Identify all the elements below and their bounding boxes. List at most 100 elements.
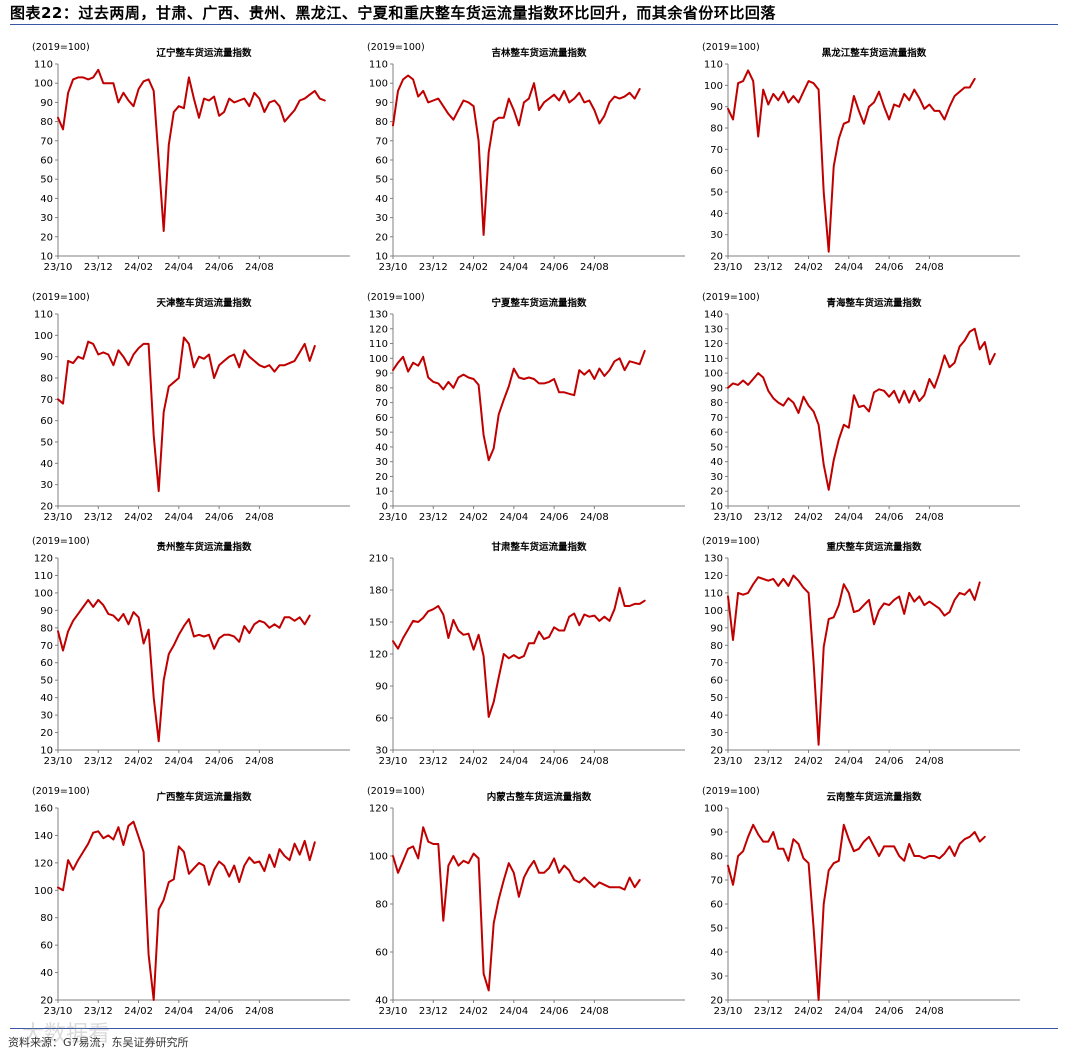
y-axis-unit-label: (2019=100) bbox=[702, 292, 760, 303]
y-tick-label: 70 bbox=[710, 876, 723, 887]
y-tick-label: 40 bbox=[710, 711, 723, 722]
y-tick-label: 20 bbox=[375, 472, 388, 483]
y-tick-label: 100 bbox=[34, 588, 53, 599]
y-tick-label: 20 bbox=[40, 502, 53, 513]
chart-svg: 重庆整车货运流量指数 (2019=100) 20 30 40 50 60 70 80 90 100 1… bbox=[702, 536, 1020, 767]
y-tick-label: 30 bbox=[40, 711, 53, 722]
y-tick-label: 70 bbox=[710, 658, 723, 669]
source-note: 资料来源：G7易流，东吴证券研究所 bbox=[8, 1036, 189, 1049]
x-tick-label: 24/04 bbox=[834, 262, 863, 273]
y-tick-label: 60 bbox=[375, 156, 388, 167]
y-tick-label: 110 bbox=[704, 588, 723, 599]
y-tick-label: 110 bbox=[369, 60, 388, 71]
x-tick-label: 23/12 bbox=[84, 262, 113, 273]
y-tick-label: 40 bbox=[40, 459, 53, 470]
y-tick-label: 80 bbox=[710, 124, 723, 135]
chart-title: 重庆整车货运流量指数 bbox=[826, 541, 922, 553]
top-rule bbox=[10, 24, 1058, 25]
x-tick-label: 23/12 bbox=[754, 262, 783, 273]
y-tick-label: 100 bbox=[369, 852, 388, 863]
x-tick-label: 24/06 bbox=[540, 756, 569, 767]
y-tick-label: 80 bbox=[375, 383, 388, 394]
series-line bbox=[727, 823, 986, 1001]
x-tick-label: 24/06 bbox=[875, 1006, 904, 1017]
y-axis-unit-label: (2019=100) bbox=[32, 786, 90, 797]
chart-title: 宁夏整车货运流量指数 bbox=[491, 297, 587, 309]
y-axis-unit-label: (2019=100) bbox=[702, 42, 760, 53]
y-tick-label: 10 bbox=[40, 746, 53, 757]
y-tick-label: 130 bbox=[704, 554, 723, 565]
y-tick-label: 80 bbox=[40, 374, 53, 385]
x-tick-label: 24/08 bbox=[915, 756, 944, 767]
y-tick-label: 100 bbox=[704, 81, 723, 92]
x-tick-label: 23/10 bbox=[44, 756, 73, 767]
y-tick-label: 60 bbox=[710, 676, 723, 687]
y-tick-label: 90 bbox=[40, 606, 53, 617]
y-tick-label: 110 bbox=[704, 354, 723, 365]
y-axis-unit-label: (2019=100) bbox=[32, 42, 90, 53]
y-axis-unit-label: (2019=100) bbox=[367, 292, 425, 303]
chart-panel-jilin: 吉林整车货运流量指数 (2019=100) 10 20 30 40 50 60 70 80 90 10… bbox=[345, 36, 695, 276]
y-tick-label: 30 bbox=[375, 213, 388, 224]
y-tick-label: 130 bbox=[704, 324, 723, 335]
x-tick-label: 23/10 bbox=[379, 262, 408, 273]
y-tick-label: 60 bbox=[710, 900, 723, 911]
y-tick-label: 40 bbox=[710, 948, 723, 959]
y-tick-label: 100 bbox=[704, 369, 723, 380]
x-tick-label: 23/12 bbox=[84, 756, 113, 767]
x-tick-label: 24/06 bbox=[205, 512, 234, 523]
y-tick-label: 30 bbox=[40, 480, 53, 491]
chart-title: 内蒙古整车货运流量指数 bbox=[487, 791, 592, 803]
x-tick-label: 23/10 bbox=[379, 512, 408, 523]
y-tick-label: 80 bbox=[40, 623, 53, 634]
x-tick-label: 24/08 bbox=[915, 512, 944, 523]
y-tick-label: 100 bbox=[704, 804, 723, 815]
x-tick-label: 24/02 bbox=[459, 1006, 488, 1017]
chart-panel-guangxi: 广西整车货运流量指数 (2019=100) 20 40 60 80 100 120 140 160… bbox=[10, 780, 360, 1020]
y-axis-unit-label: (2019=100) bbox=[702, 786, 760, 797]
y-tick-label: 90 bbox=[40, 352, 53, 363]
y-tick-label: 90 bbox=[710, 828, 723, 839]
y-tick-label: 100 bbox=[369, 354, 388, 365]
y-tick-label: 50 bbox=[40, 175, 53, 186]
y-tick-label: 100 bbox=[34, 886, 53, 897]
y-tick-label: 0 bbox=[382, 502, 388, 513]
chart-panel-gansu: 甘肃整车货运流量指数 30 60 90 120 150 180 210 23/10 23/12 24… bbox=[345, 530, 695, 770]
x-tick-label: 24/02 bbox=[459, 512, 488, 523]
series-line bbox=[727, 69, 976, 253]
x-tick-label: 24/06 bbox=[875, 756, 904, 767]
y-tick-label: 80 bbox=[375, 900, 388, 911]
x-tick-label: 24/06 bbox=[540, 262, 569, 273]
x-tick-label: 23/10 bbox=[714, 756, 743, 767]
x-tick-label: 24/08 bbox=[245, 262, 274, 273]
y-tick-label: 50 bbox=[710, 442, 723, 453]
y-tick-label: 120 bbox=[34, 554, 53, 565]
chart-svg: 辽宁整车货运流量指数 (2019=100) 10 20 30 40 50 60 70 80 90 10… bbox=[32, 42, 350, 273]
chart-title: 贵州整车货运流量指数 bbox=[156, 541, 252, 553]
x-tick-label: 24/02 bbox=[124, 262, 153, 273]
watermark: 大数据看 bbox=[22, 1022, 111, 1047]
y-tick-label: 30 bbox=[710, 472, 723, 483]
x-tick-label: 24/04 bbox=[499, 1006, 528, 1017]
x-tick-label: 24/06 bbox=[875, 262, 904, 273]
y-tick-label: 30 bbox=[710, 972, 723, 983]
y-tick-label: 90 bbox=[710, 383, 723, 394]
y-tick-label: 100 bbox=[34, 331, 53, 342]
x-tick-label: 24/06 bbox=[540, 512, 569, 523]
y-tick-label: 60 bbox=[710, 428, 723, 439]
y-tick-label: 70 bbox=[375, 136, 388, 147]
chart-svg: 云南整车货运流量指数 (2019=100) 20 30 40 50 60 70 80 90 100 2… bbox=[702, 786, 1020, 1017]
series-line bbox=[392, 74, 641, 236]
chart-title: 天津整车货运流量指数 bbox=[156, 297, 252, 309]
x-tick-label: 24/08 bbox=[580, 1006, 609, 1017]
y-tick-label: 120 bbox=[369, 650, 388, 661]
series-line bbox=[727, 574, 981, 746]
y-tick-label: 40 bbox=[710, 209, 723, 220]
chart-panel-ningxia: 宁夏整车货运流量指数 (2019=100) 0 10 20 30 40 50 60 70 80 90 1… bbox=[345, 286, 695, 526]
chart-title: 辽宁整车货运流量指数 bbox=[156, 47, 252, 59]
y-tick-label: 60 bbox=[40, 416, 53, 427]
y-tick-label: 80 bbox=[710, 398, 723, 409]
x-tick-label: 24/06 bbox=[205, 1006, 234, 1017]
series-line bbox=[57, 820, 316, 1001]
y-tick-label: 50 bbox=[375, 428, 388, 439]
